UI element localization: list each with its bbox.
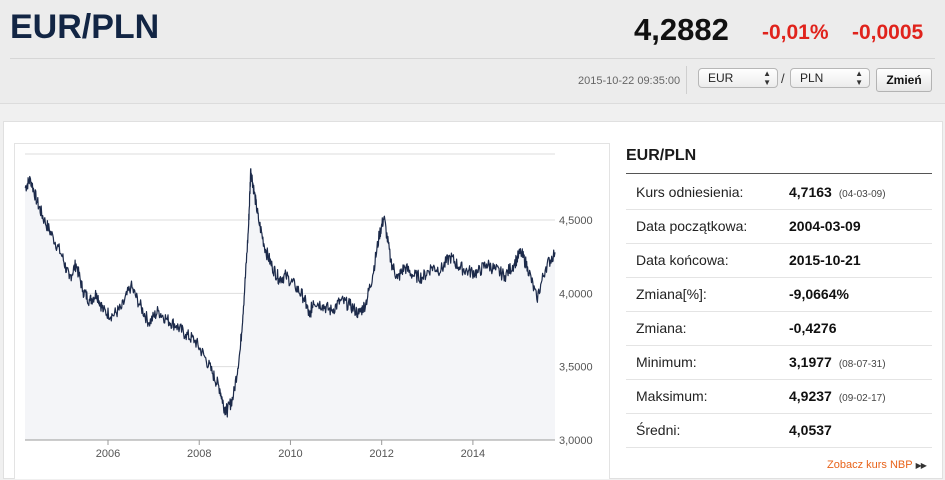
change-percent: -0,01% bbox=[762, 21, 829, 44]
stats-label: Zmiana: bbox=[636, 320, 687, 336]
stats-label: Zmiana[%]: bbox=[636, 286, 707, 302]
stats-row: Kurs odniesienia: 4,7163 (04-03-09) bbox=[626, 175, 932, 210]
stats-label: Kurs odniesienia: bbox=[636, 184, 744, 200]
stats-value-number: 2015-10-21 bbox=[789, 252, 861, 268]
stats-value-number: 4,9237 bbox=[789, 388, 832, 404]
stats-value-number: -0,4276 bbox=[789, 320, 837, 336]
double-chevron-right-icon: ▶▶ bbox=[915, 461, 927, 470]
currency-separator: / bbox=[781, 71, 785, 86]
stats-label: Data początkowa: bbox=[636, 218, 748, 234]
change-absolute: -0,0005 bbox=[852, 21, 924, 44]
stats-value-number: 4,0537 bbox=[789, 422, 832, 438]
pair-title: EUR/PLN bbox=[10, 8, 160, 46]
stats-row: Data końcowa: 2015-10-21 bbox=[626, 243, 932, 278]
y-tick-label: 4,0000 bbox=[559, 288, 593, 300]
x-tick-label: 2008 bbox=[187, 448, 211, 460]
stats-value-date: (04-03-09) bbox=[838, 189, 886, 200]
stats-value: 2004-03-09 bbox=[789, 218, 861, 234]
stats-row: Data początkowa: 2004-03-09 bbox=[626, 209, 932, 244]
to-currency-select[interactable]: PLN ▲ ▼ bbox=[790, 68, 870, 88]
nbp-rate-link[interactable]: Zobacz kurs NBP ▶▶ bbox=[827, 459, 927, 471]
x-tick-label: 2012 bbox=[369, 448, 393, 460]
y-tick-label: 3,5000 bbox=[559, 362, 593, 374]
x-tick-label: 2014 bbox=[461, 448, 485, 460]
stats-value: 3,1977 (08-07-31) bbox=[789, 354, 886, 370]
select-arrows-icon: ▲ ▼ bbox=[763, 69, 771, 87]
to-currency-value: PLN bbox=[800, 71, 824, 85]
stats-label: Data końcowa: bbox=[636, 252, 729, 268]
stats-row: Zmiana[%]: -9,0664% bbox=[626, 277, 932, 312]
header-divider bbox=[10, 58, 935, 59]
stats-row: Średni: 4,0537 bbox=[626, 413, 932, 448]
stats-value-number: 2004-03-09 bbox=[789, 218, 861, 234]
from-currency-value: EUR bbox=[708, 71, 734, 85]
stats-value: 4,0537 bbox=[789, 422, 832, 438]
chart-container: 2006 2008 2010 2012 2014 3,0000 3,5000 4,0000 4,… bbox=[14, 143, 610, 479]
stats-label: Minimum: bbox=[636, 354, 697, 370]
series-area bbox=[25, 168, 555, 440]
series-line bbox=[24, 168, 556, 418]
stats-title: EUR/PLN bbox=[626, 147, 697, 164]
y-tick-label: 4,5000 bbox=[559, 215, 593, 227]
stats-label: Maksimum: bbox=[636, 388, 708, 404]
x-tick-label: 2010 bbox=[278, 448, 302, 460]
select-arrows-icon: ▲ ▼ bbox=[855, 69, 863, 87]
stats-value-date: (08-07-31) bbox=[838, 359, 886, 370]
stats-value: 2015-10-21 bbox=[789, 252, 861, 268]
stats-row: Zmiana: -0,4276 bbox=[626, 311, 932, 346]
price-chart: 2006 2008 2010 2012 2014 3,0000 3,5000 4,0000 4,… bbox=[24, 153, 593, 460]
stats-row: Maksimum: 4,9237 (09-02-17) bbox=[626, 379, 932, 414]
stats-value: -9,0664% bbox=[789, 286, 849, 302]
stats-value-date: (09-02-17) bbox=[838, 393, 886, 404]
stats-value: 4,9237 (09-02-17) bbox=[789, 388, 886, 404]
stats-value: 4,7163 (04-03-09) bbox=[789, 184, 886, 200]
from-currency-select[interactable]: EUR ▲ ▼ bbox=[698, 68, 778, 88]
header-separator bbox=[686, 66, 687, 94]
y-tick-label: 3,0000 bbox=[559, 435, 593, 447]
change-button[interactable]: Zmień bbox=[876, 68, 932, 92]
stats-row: Minimum: 3,1977 (08-07-31) bbox=[626, 345, 932, 380]
nbp-rate-link-label: Zobacz kurs NBP bbox=[827, 459, 913, 471]
x-tick-label: 2006 bbox=[96, 448, 120, 460]
stats-value-number: -9,0664% bbox=[789, 286, 849, 302]
current-price: 4,2882 bbox=[634, 12, 729, 47]
quote-timestamp: 2015-10-22 09:35:00 bbox=[578, 75, 681, 87]
stats-label: Średni: bbox=[636, 422, 681, 438]
stats-divider bbox=[626, 173, 932, 174]
stats-value-number: 4,7163 bbox=[789, 184, 832, 200]
quote-header: EUR/PLN 4,2882 -0,01% -0,0005 2015-10-22… bbox=[0, 0, 945, 104]
stats-value-number: 3,1977 bbox=[789, 354, 832, 370]
stats-value: -0,4276 bbox=[789, 320, 836, 336]
